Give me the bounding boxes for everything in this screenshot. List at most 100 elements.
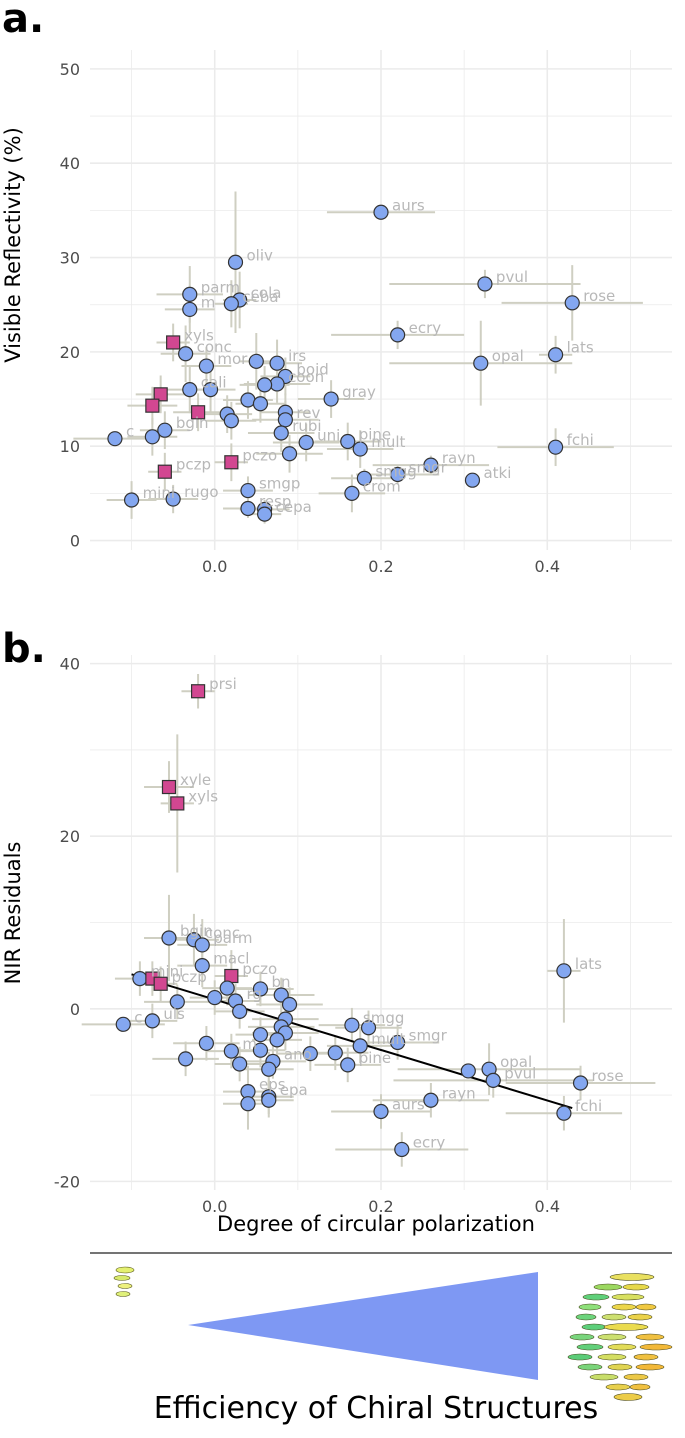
data-point-label: eps — [259, 1076, 286, 1094]
panel-b-letter: b. — [2, 626, 46, 672]
data-point-square — [166, 335, 181, 350]
data-point-label: c — [134, 1008, 142, 1026]
data-point-circle — [157, 422, 173, 438]
data-point-circle — [227, 254, 244, 270]
data-point-label: conc — [205, 924, 240, 942]
data-point-label: ano — [284, 1045, 312, 1063]
data-point-circle — [464, 472, 481, 488]
data-point-square — [153, 387, 168, 402]
y-tick-label: 40 — [60, 154, 80, 173]
data-point-label: mini — [151, 963, 183, 981]
chiral-layer-ellipse — [611, 1303, 637, 1311]
y-tick-label: 30 — [60, 249, 80, 268]
data-point-label: opal — [500, 1053, 532, 1071]
data-point-square — [224, 455, 239, 470]
data-point-circle — [257, 377, 273, 393]
data-point-label: pczo — [242, 960, 277, 978]
data-point-circle — [252, 396, 269, 412]
data-point-circle — [123, 492, 140, 508]
data-point-circle — [182, 301, 198, 318]
y-tick-label: 20 — [60, 827, 80, 846]
data-point-label: macl — [213, 950, 249, 968]
data-point-circle — [327, 1045, 343, 1061]
data-point-label: rose — [592, 1067, 624, 1085]
chiral-layer-ellipse — [623, 1373, 649, 1381]
data-point-circle — [394, 1141, 410, 1158]
efficiency-wedge — [188, 1272, 538, 1380]
data-point-label: ecry — [413, 1133, 446, 1151]
data-point-circle — [273, 987, 289, 1003]
data-point-circle — [169, 994, 185, 1010]
data-point-label: m — [242, 1035, 257, 1053]
data-point-circle — [277, 412, 293, 428]
data-point-label: cepa — [276, 498, 312, 516]
data-point-circle — [223, 296, 239, 312]
y-tick-label: 10 — [60, 437, 80, 456]
data-point-label: irs — [288, 347, 306, 365]
chiral-layer-ellipse — [577, 1363, 603, 1371]
data-point-square — [153, 976, 168, 991]
regression-line — [131, 973, 573, 1109]
data-point-label: pczp — [176, 456, 211, 474]
data-point-label: smgr — [409, 1026, 448, 1044]
x-tick-label: 0.4 — [535, 1197, 560, 1216]
y-tick-label: 20 — [60, 343, 80, 362]
data-point-label: mult — [371, 433, 405, 451]
data-point-label: pczp — [172, 968, 207, 986]
data-point-circle — [252, 1027, 269, 1043]
data-point-circle — [252, 981, 269, 997]
data-point-circle — [390, 1034, 406, 1051]
data-point-circle — [240, 1096, 256, 1112]
data-point-label: crom — [363, 477, 401, 495]
panel-b-fit-line — [131, 973, 573, 1109]
data-point-label: fchi — [575, 1097, 602, 1115]
data-point-label: gray — [342, 383, 376, 401]
data-point-label: c — [126, 423, 134, 441]
chiral-layer-ellipse — [635, 1363, 665, 1371]
chiral-layer-ellipse — [635, 1333, 665, 1341]
chiral-layer-ellipse — [581, 1323, 607, 1331]
y-tick-label: 0 — [70, 1000, 80, 1019]
y-tick-label: 0 — [70, 532, 80, 551]
data-point-circle — [547, 439, 564, 455]
data-point-circle — [423, 457, 439, 473]
data-point-circle — [344, 1017, 360, 1033]
data-point-label: smgr — [409, 459, 448, 477]
data-point-circle — [261, 1061, 277, 1077]
data-point-circle — [240, 500, 256, 517]
data-point-circle — [257, 506, 273, 522]
data-point-circle — [390, 466, 406, 483]
data-point-label: mini — [143, 484, 175, 502]
chiral-layer-ellipse — [607, 1343, 637, 1351]
data-point-label: pvul — [504, 1064, 536, 1082]
chiral-layer-ellipse — [633, 1353, 659, 1361]
data-point-circle — [252, 1042, 269, 1058]
data-point-square — [161, 779, 177, 795]
y-tick-label: -20 — [54, 1172, 80, 1191]
panel-b-grid — [90, 655, 672, 1190]
data-point-label: epa — [280, 1081, 308, 1099]
data-point-circle — [373, 1103, 389, 1120]
chiral-layer-ellipse — [627, 1313, 653, 1321]
data-point-circle — [302, 1046, 318, 1062]
data-point-label: xyls — [184, 326, 214, 344]
data-point-label: fchi — [567, 431, 594, 449]
data-point-circle — [132, 970, 148, 987]
data-point-circle — [107, 431, 123, 447]
data-point-label: rayn — [442, 1084, 476, 1102]
data-point-label: mor — [217, 350, 248, 368]
data-point-circle — [198, 358, 214, 374]
data-point-square — [145, 398, 160, 413]
data-point-label: cali — [201, 374, 227, 392]
chiral-layer-ellipse — [589, 1373, 619, 1381]
data-point-label: ecry — [409, 319, 442, 337]
data-point-circle — [223, 413, 239, 429]
data-point-circle — [240, 392, 256, 408]
data-point-label: xyle — [180, 771, 211, 789]
data-point-circle — [144, 1013, 160, 1029]
